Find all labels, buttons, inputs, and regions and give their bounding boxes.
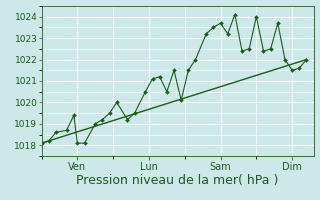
X-axis label: Pression niveau de la mer( hPa ): Pression niveau de la mer( hPa ): [76, 174, 279, 187]
